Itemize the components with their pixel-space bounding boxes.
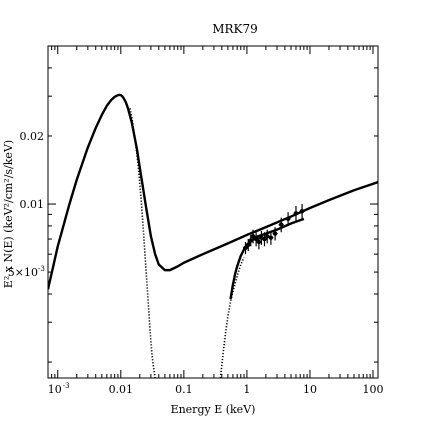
- data-point: [248, 238, 253, 243]
- data-point: [250, 234, 256, 239]
- plot-frame: [47, 45, 379, 379]
- data-point: [253, 236, 259, 242]
- x-tick-label: 10: [303, 383, 317, 396]
- x-tick-label: 0.1: [175, 383, 193, 396]
- y-tick-label: 0.02: [20, 130, 45, 143]
- x-tick-label: 1: [243, 383, 250, 396]
- data-point: [265, 234, 270, 239]
- x-axis-label: Energy E (keV): [171, 403, 256, 416]
- y-tick-label-exponent: -3: [38, 265, 45, 273]
- x-tick-label: 0.01: [109, 383, 134, 396]
- data-point: [246, 242, 251, 248]
- data-point: [243, 245, 248, 251]
- data-point: [285, 216, 291, 222]
- x-tick-label: 10: [48, 383, 62, 396]
- x-tick-label-exponent: -3: [63, 382, 70, 390]
- chart-title: MRK79: [212, 22, 258, 36]
- y-axis-label: E² x N(E) (keV²/cm²/s/keV): [2, 140, 15, 288]
- data-point: [262, 236, 267, 242]
- y-tick-label: 5×10: [8, 266, 38, 279]
- data-point: [279, 222, 284, 227]
- data-point: [256, 239, 262, 245]
- y-tick-label: 0.01: [20, 198, 45, 211]
- model-curve-0: [48, 93, 378, 290]
- component-curve-2: [219, 257, 245, 378]
- data-point: [268, 235, 274, 240]
- data-point: [299, 208, 305, 214]
- plot-area: [48, 93, 378, 378]
- plot-marks: [48, 93, 378, 378]
- x-tick-label: 100: [363, 383, 384, 396]
- data-point: [293, 211, 299, 216]
- data-point: [272, 231, 278, 236]
